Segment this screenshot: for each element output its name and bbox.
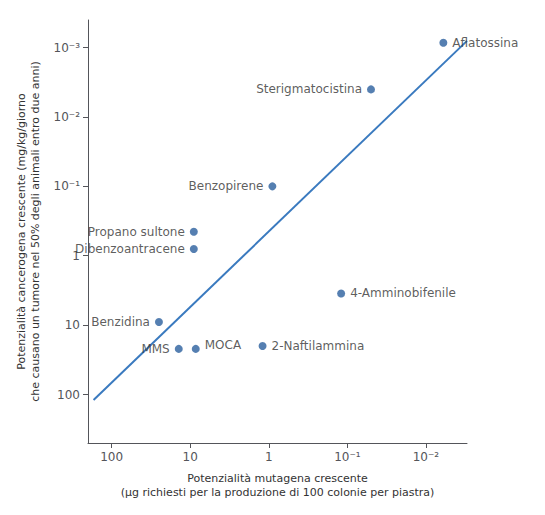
svg-text:Potenzialità cancerogena cresc: Potenzialità cancerogena crescente (mg/k…: [15, 93, 28, 370]
svg-text:MOCA: MOCA: [205, 338, 242, 352]
svg-text:4-Amminobifenile: 4-Amminobifenile: [350, 286, 456, 300]
svg-text:100: 100: [57, 388, 80, 402]
svg-text:Sterigmatocistina: Sterigmatocistina: [256, 82, 362, 96]
svg-text:che causano un tumore nel 50%: che causano un tumore nel 50% degli anim…: [29, 61, 42, 402]
svg-text:1: 1: [265, 450, 273, 464]
svg-text:Aflatossina: Aflatossina: [452, 36, 518, 50]
svg-text:10: 10: [65, 318, 80, 332]
svg-text:2-Naftilammina: 2-Naftilammina: [272, 339, 365, 353]
svg-text:Propano sultone: Propano sultone: [88, 225, 185, 239]
svg-text:10⁻²: 10⁻²: [413, 450, 440, 464]
svg-text:100: 100: [100, 450, 123, 464]
svg-text:10: 10: [183, 450, 198, 464]
svg-text:Benzidina: Benzidina: [91, 315, 150, 329]
svg-text:10⁻²: 10⁻²: [54, 110, 81, 124]
svg-text:Dibenzoantracene: Dibenzoantracene: [75, 242, 185, 256]
svg-text:MMS: MMS: [141, 342, 169, 356]
svg-text:Potenzialità mutagena crescent: Potenzialità mutagena crescente: [187, 472, 368, 485]
svg-text:Benzopirene: Benzopirene: [189, 179, 264, 193]
svg-text:10⁻¹: 10⁻¹: [54, 179, 81, 193]
svg-text:10⁻¹: 10⁻¹: [334, 450, 361, 464]
svg-text:10⁻³: 10⁻³: [54, 41, 81, 55]
svg-text:(μg richiesti per la produzion: (μg richiesti per la produzione di 100 c…: [121, 486, 435, 499]
